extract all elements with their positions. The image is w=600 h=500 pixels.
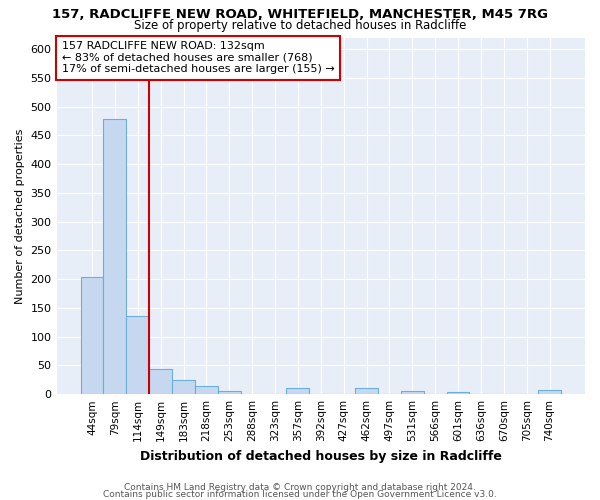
Bar (355, 388, 378, 394)
Bar (286, 388, 310, 394)
Text: Size of property relative to detached houses in Radcliffe: Size of property relative to detached ho… (134, 18, 466, 32)
Text: 157 RADCLIFFE NEW ROAD: 132sqm
← 83% of detached houses are smaller (768)
17% of: 157 RADCLIFFE NEW ROAD: 132sqm ← 83% of … (62, 41, 335, 74)
Bar (172, 380, 195, 394)
Y-axis label: Number of detached properties: Number of detached properties (15, 128, 25, 304)
Bar (80, 277, 103, 394)
Bar (446, 392, 469, 394)
Bar (149, 370, 172, 394)
Text: Contains HM Land Registry data © Crown copyright and database right 2024.: Contains HM Land Registry data © Crown c… (124, 484, 476, 492)
Bar (103, 119, 127, 394)
Bar (218, 392, 241, 394)
Bar (127, 316, 149, 394)
X-axis label: Distribution of detached houses by size in Radcliffe: Distribution of detached houses by size … (140, 450, 502, 462)
Bar (401, 392, 424, 394)
Bar (195, 386, 218, 394)
Bar (538, 390, 561, 394)
Text: 157, RADCLIFFE NEW ROAD, WHITEFIELD, MANCHESTER, M45 7RG: 157, RADCLIFFE NEW ROAD, WHITEFIELD, MAN… (52, 8, 548, 20)
Text: Contains public sector information licensed under the Open Government Licence v3: Contains public sector information licen… (103, 490, 497, 499)
